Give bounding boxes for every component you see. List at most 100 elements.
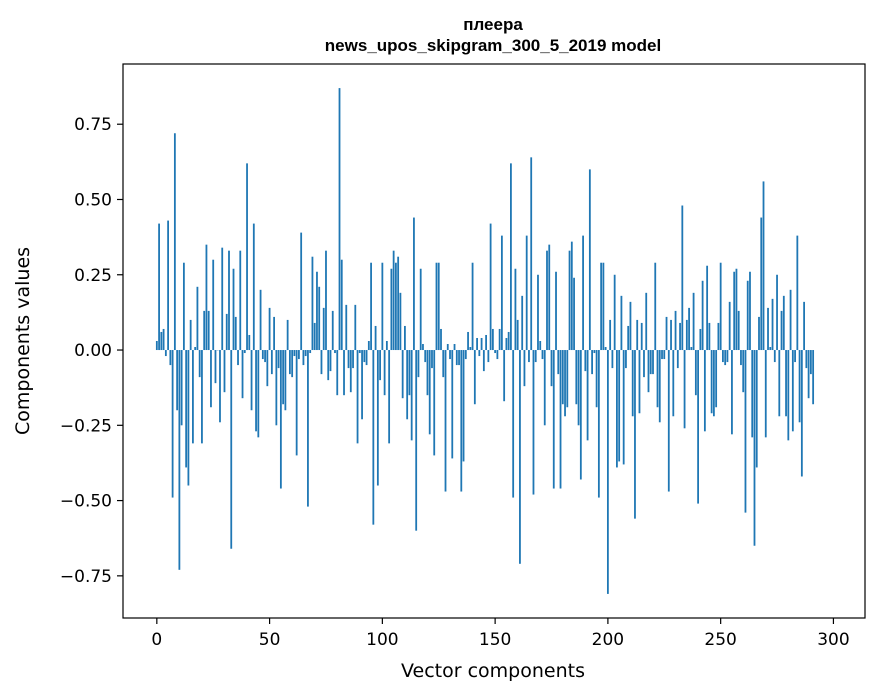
- bar: [487, 350, 490, 363]
- bar: [257, 350, 260, 438]
- bar: [223, 350, 226, 393]
- bar: [424, 350, 427, 363]
- bar: [449, 350, 451, 360]
- bar: [282, 350, 285, 405]
- bar: [207, 310, 210, 351]
- bar: [246, 163, 248, 351]
- bar: [327, 350, 330, 381]
- bar: [437, 262, 440, 351]
- bar: [593, 350, 596, 354]
- bar: [794, 350, 796, 363]
- bar: [645, 292, 648, 351]
- bar: [787, 350, 790, 441]
- bar: [744, 350, 747, 513]
- bar: [597, 350, 600, 498]
- bar: [275, 350, 278, 426]
- bar: [679, 322, 681, 351]
- bar: [464, 350, 467, 360]
- y-tick-label: 0.00: [74, 341, 112, 361]
- bar: [534, 350, 537, 363]
- bar: [485, 334, 487, 351]
- bar: [252, 223, 255, 351]
- bar: [162, 328, 165, 351]
- bar: [631, 350, 634, 417]
- bar: [388, 350, 391, 444]
- bar: [595, 350, 598, 408]
- bar: [160, 331, 163, 351]
- bar: [604, 347, 607, 351]
- bar: [307, 350, 309, 507]
- bar: [311, 256, 314, 351]
- bar: [426, 350, 429, 396]
- bar: [365, 350, 368, 366]
- bar: [422, 344, 424, 351]
- bar: [791, 350, 794, 432]
- bar: [785, 350, 787, 417]
- bar: [778, 350, 781, 417]
- bar: [570, 241, 573, 351]
- bar: [537, 274, 539, 351]
- bar: [413, 217, 415, 351]
- bar: [480, 337, 483, 351]
- bar: [266, 350, 269, 387]
- bar: [482, 350, 485, 372]
- bar: [261, 350, 264, 360]
- bar: [169, 350, 172, 366]
- bar: [338, 88, 341, 351]
- bar: [284, 350, 287, 411]
- bar: [460, 350, 463, 492]
- bar: [561, 350, 564, 405]
- x-axis-ticks: 0 50 100 150 200 250 300: [151, 618, 850, 650]
- bar: [435, 262, 438, 351]
- bar: [397, 256, 400, 351]
- bar: [525, 235, 528, 351]
- bar: [665, 316, 668, 351]
- bar: [304, 350, 307, 357]
- bar: [316, 271, 318, 351]
- bar: [676, 350, 679, 369]
- bar: [453, 344, 456, 351]
- bar: [800, 350, 803, 477]
- x-tick-label: 50: [259, 630, 281, 650]
- bar: [259, 289, 262, 351]
- bar: [489, 223, 492, 351]
- chart-title-line-1: плеера: [463, 15, 523, 34]
- bar: [462, 350, 465, 462]
- bar: [636, 319, 639, 351]
- bar: [313, 322, 316, 351]
- bar: [394, 262, 397, 351]
- bar: [232, 268, 235, 351]
- bar: [715, 350, 718, 408]
- bar: [343, 350, 345, 396]
- bar: [376, 350, 379, 486]
- bar: [277, 350, 280, 369]
- bar: [638, 350, 641, 414]
- bar: [706, 265, 709, 351]
- bar: [746, 280, 749, 351]
- bar: [532, 350, 535, 495]
- bar: [600, 262, 603, 351]
- bar: [356, 350, 359, 444]
- bar: [564, 350, 566, 417]
- bar: [753, 350, 756, 546]
- bar: [803, 301, 805, 351]
- bar: [568, 250, 571, 351]
- bar: [383, 350, 386, 396]
- x-tick-label: 250: [704, 630, 736, 650]
- bar: [173, 133, 176, 351]
- bar: [381, 262, 384, 351]
- bar: [782, 295, 785, 351]
- bar: [358, 350, 361, 354]
- bar: [417, 350, 420, 378]
- bar: [192, 350, 194, 444]
- bar: [602, 262, 605, 351]
- y-tick-label: 0.25: [74, 266, 112, 286]
- bar: [234, 316, 237, 351]
- bar: [214, 350, 217, 384]
- bar: [555, 271, 557, 351]
- bar: [505, 337, 508, 351]
- y-tick-label: 0.75: [74, 115, 112, 135]
- bar: [385, 341, 388, 351]
- bar: [726, 350, 729, 363]
- bar: [722, 350, 724, 363]
